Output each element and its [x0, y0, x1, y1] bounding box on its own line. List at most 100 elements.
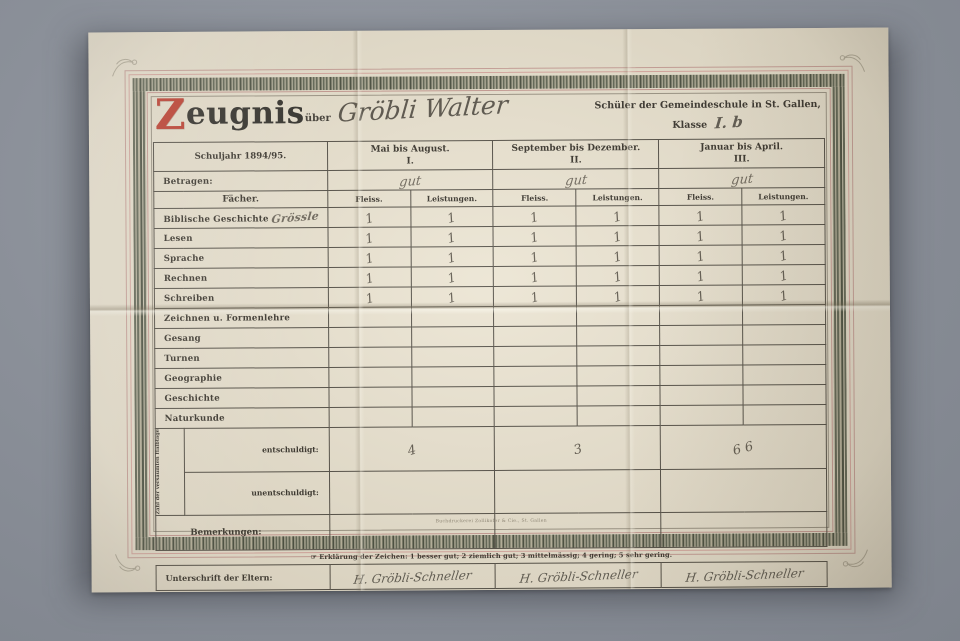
grades-table-body: Schuljahr 1894/95. Mai bis August. I. Septe…	[153, 138, 827, 551]
grade-cell[interactable]	[411, 366, 495, 388]
school-header: Schüler der Gemeindeschule in St. Gallen…	[594, 98, 821, 135]
grade-cell[interactable]	[577, 385, 661, 407]
grade-cell[interactable]	[328, 407, 412, 428]
grade-cell[interactable]	[328, 347, 412, 368]
grade-cell[interactable]: 1	[659, 205, 743, 226]
grade-cell[interactable]: 1	[327, 267, 411, 288]
grade-cell[interactable]: 1	[742, 224, 826, 245]
grade-cell[interactable]	[494, 386, 578, 407]
subheader-diligence-2: Fleiss.	[493, 189, 577, 207]
grade-cell[interactable]: 1	[410, 286, 494, 307]
conduct-handwriting: gut	[398, 173, 422, 191]
grade-cell[interactable]	[742, 324, 826, 346]
period-header-1: Mai bis August. I.	[327, 140, 494, 171]
absence-value[interactable]	[660, 468, 827, 513]
grade-cell[interactable]	[411, 306, 495, 328]
grade-cell[interactable]: 1	[576, 205, 660, 226]
legend-text: Erklärung der Zeichen: 1 besser gut; 2 z…	[319, 550, 673, 561]
grade-cell[interactable]	[660, 385, 744, 406]
grade-cell[interactable]	[742, 344, 826, 366]
grade-cell[interactable]	[411, 406, 495, 428]
grade-cell[interactable]: 1	[659, 265, 743, 286]
grade-cell[interactable]: 1	[576, 285, 660, 307]
grade-cell[interactable]: 1	[327, 207, 411, 228]
grade-cell[interactable]: 1	[659, 245, 743, 266]
grade-cell[interactable]: 1	[410, 266, 494, 287]
period-name: Januar bis April.	[700, 142, 784, 153]
conduct-value-2[interactable]: gut	[493, 168, 659, 190]
grade-cell[interactable]	[576, 325, 660, 347]
grade-cell[interactable]	[743, 384, 827, 406]
grade-cell[interactable]	[660, 405, 744, 426]
grade-value: 1	[446, 250, 459, 268]
grade-cell[interactable]: 1	[327, 227, 411, 248]
grade-cell[interactable]: 1	[742, 264, 826, 285]
grade-cell[interactable]: 1	[493, 286, 577, 307]
grade-cell[interactable]: 1	[741, 204, 825, 225]
absence-value[interactable]: 6 6	[660, 424, 827, 470]
grade-cell[interactable]	[577, 365, 661, 387]
absence-value[interactable]	[329, 470, 496, 515]
absence-value[interactable]	[494, 469, 661, 514]
grade-cell[interactable]	[743, 404, 827, 426]
grade-cell[interactable]	[494, 346, 578, 367]
subject-name: Naturkunde	[164, 413, 225, 424]
grade-cell[interactable]	[328, 387, 412, 408]
conduct-handwriting: gut	[564, 172, 588, 190]
grade-cell[interactable]: 1	[659, 285, 743, 306]
grade-cell[interactable]	[742, 364, 826, 386]
subject-name: Gesang	[164, 333, 201, 344]
conduct-value-3[interactable]: gut	[658, 167, 825, 189]
grade-cell[interactable]: 1	[742, 244, 826, 265]
grade-cell[interactable]: 1	[328, 287, 412, 308]
grade-cell[interactable]	[577, 345, 661, 367]
grade-cell[interactable]: 1	[327, 247, 411, 268]
signature-cell-1[interactable]: H. Gröbli-Schneller	[329, 563, 496, 590]
grade-cell[interactable]: 1	[659, 225, 743, 246]
grade-cell[interactable]: 1	[493, 206, 577, 227]
conduct-value-1[interactable]: gut	[327, 169, 494, 191]
grade-cell[interactable]	[659, 345, 743, 366]
grade-cell[interactable]: 1	[410, 206, 494, 227]
grade-cell[interactable]: 1	[493, 246, 577, 267]
grade-cell[interactable]	[411, 386, 495, 408]
grade-cell[interactable]: 1	[576, 265, 660, 286]
grade-cell[interactable]	[742, 304, 826, 326]
grade-cell[interactable]	[660, 365, 744, 386]
grade-cell[interactable]: 1	[576, 225, 660, 246]
grade-cell[interactable]	[411, 326, 495, 348]
signature-cell-3[interactable]: H. Gröbli-Schneller	[661, 561, 828, 588]
absence-value[interactable]: 4	[328, 426, 495, 472]
grade-value: 1	[363, 211, 375, 228]
corner-flourish-icon	[842, 549, 868, 568]
grade-cell[interactable]	[659, 325, 743, 346]
grade-cell[interactable]	[494, 406, 578, 427]
grade-cell[interactable]	[494, 366, 578, 387]
grade-cell[interactable]	[659, 305, 743, 326]
absence-value[interactable]: 3	[494, 425, 661, 471]
signature-handwriting: H. Gröbli-Schneller	[684, 566, 805, 586]
signature-label: Unterschrift der Eltern:	[156, 564, 330, 591]
grade-cell[interactable]: 1	[576, 245, 660, 266]
title-preposition: über	[304, 112, 331, 125]
grade-cell[interactable]: 1	[493, 266, 577, 287]
grade-cell[interactable]	[493, 306, 577, 327]
grade-cell[interactable]	[576, 305, 660, 327]
grade-cell[interactable]: 1	[493, 226, 577, 247]
grade-cell[interactable]: 1	[742, 284, 826, 305]
grade-cell[interactable]	[328, 327, 412, 348]
subject-name: Turnen	[164, 353, 200, 364]
conduct-label: Betragen:	[153, 170, 328, 192]
grade-cell[interactable]	[328, 307, 412, 328]
grade-cell[interactable]: 1	[410, 246, 494, 268]
grade-cell[interactable]	[328, 367, 412, 388]
signature-cell-2[interactable]: H. Gröbli-Schneller	[495, 562, 662, 589]
grade-cell[interactable]: 1	[410, 226, 494, 247]
grade-cell[interactable]	[577, 405, 661, 427]
grade-cell[interactable]	[411, 346, 495, 368]
grade-value: 1	[612, 289, 625, 307]
grade-cell[interactable]	[494, 326, 578, 347]
subject-label: Zeichnen u. Formenlehre	[154, 307, 329, 329]
grade-value: 1	[529, 250, 541, 267]
